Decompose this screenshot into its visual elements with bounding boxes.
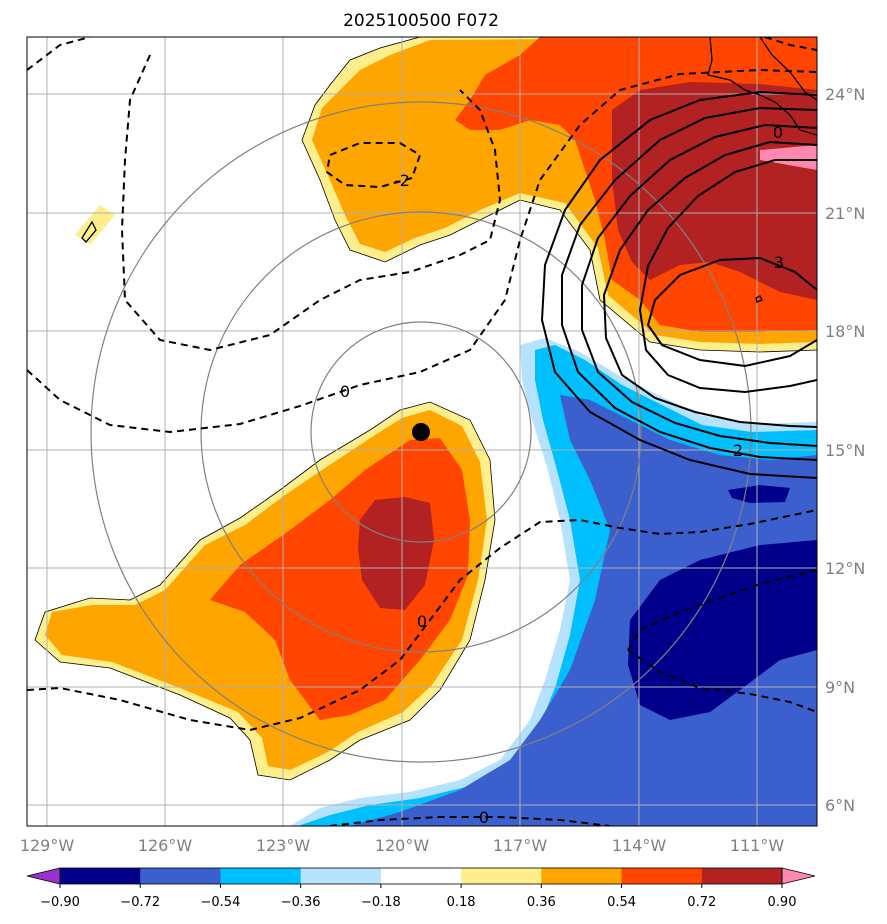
- y-tick-label: 9°N: [825, 678, 855, 697]
- y-tick-label: 15°N: [825, 441, 865, 460]
- plot-area: 0 -2 0 0 0 3 2: [27, 37, 817, 827]
- contour-neg2-ring: [120, 54, 502, 352]
- contour-zero-se: [627, 569, 817, 651]
- colorbar-tick-label: 0.72: [687, 895, 716, 910]
- colorbar-tick-label: 0.54: [607, 895, 636, 910]
- plot-frame: [26, 36, 818, 827]
- shade-north-isle: [75, 205, 115, 245]
- contour-pos-1: [540, 90, 817, 479]
- colorbar-tick-label: −0.90: [40, 895, 80, 910]
- colorbar-segment: [300, 868, 382, 884]
- contour-pos-2: [561, 106, 817, 461]
- y-tick-labels: 6°N 9°N 12°N 15°N 18°N 21°N 24°N: [825, 85, 865, 815]
- colorbar-tick-label: −0.54: [201, 895, 241, 910]
- colorbar-segment: [60, 868, 141, 884]
- grid: [27, 37, 817, 826]
- colorbar-segment: [140, 868, 221, 884]
- shade-outline-north: [301, 37, 817, 353]
- chart-title: 2025100500 F072: [343, 11, 499, 31]
- shade-sw-0.90: [358, 497, 434, 610]
- colorbar-extend-max: [781, 867, 816, 885]
- colorbar-tick-label: 0.36: [527, 895, 556, 910]
- colorbar-tick-label: 0.90: [768, 895, 797, 910]
- colorbar-frame: [59, 867, 783, 885]
- coastline-baja: [707, 37, 817, 136]
- colorbar-segment: [701, 868, 783, 884]
- range-ring-middle: [200, 211, 642, 653]
- colorbar-segment: [220, 868, 302, 884]
- coastline-islet: [755, 295, 763, 303]
- contour-label: 0: [479, 808, 489, 827]
- shade-se-0.54: [350, 395, 817, 826]
- colorbar-tick-label: −0.36: [281, 895, 321, 910]
- x-tick-label: 117°W: [493, 836, 548, 855]
- y-tick-label: 24°N: [825, 85, 865, 104]
- colorbar-segment: [541, 868, 623, 884]
- colorbar-tick-label: −0.72: [120, 895, 160, 910]
- x-tick-label: 123°W: [256, 836, 311, 855]
- shade-se-0.72: [628, 540, 817, 720]
- contour-pos-4: [602, 140, 817, 428]
- solid-contours: [540, 90, 817, 479]
- coastline: [81, 37, 817, 303]
- colorbar-segment: [380, 868, 462, 884]
- contour-zero-lower: [27, 509, 817, 732]
- contour-pos-3-inner: [646, 256, 817, 368]
- contour-labels: 0 -2 0 0 0 3 2: [340, 123, 784, 827]
- x-tick-labels: 129°W 126°W 123°W 120°W 117°W 114°W 111°…: [20, 836, 785, 855]
- contour-zero-upper: [27, 68, 817, 434]
- coastline-mainland: [759, 37, 817, 101]
- x-tick-label: 114°W: [612, 836, 667, 855]
- contour-corner: [764, 37, 817, 51]
- y-tick-label: 18°N: [825, 322, 865, 341]
- colorbar-tick-label: 0.18: [447, 895, 476, 910]
- colorbar-extend-min: [26, 867, 61, 885]
- contour-pos-5: [638, 159, 817, 394]
- dashed-contours: [27, 37, 817, 826]
- x-tick-label: 111°W: [730, 836, 785, 855]
- shade-se-0.72-b: [728, 485, 790, 503]
- y-tick-label: 21°N: [825, 204, 865, 223]
- coastline-island: [81, 220, 97, 243]
- shade-north-0.90: [612, 82, 817, 300]
- shade-north-pink: [760, 145, 817, 170]
- contour-label: 0: [773, 123, 783, 142]
- shade-outline: [34, 401, 496, 781]
- x-tick-label: 126°W: [138, 836, 193, 855]
- range-ring-outer: [90, 101, 752, 763]
- contour-label: 3: [774, 253, 784, 272]
- y-tick-label: 12°N: [825, 559, 865, 578]
- storm-center-marker: [412, 423, 430, 441]
- contour-label: 2: [733, 441, 743, 460]
- contour-label: 0: [340, 382, 350, 401]
- range-rings: [90, 101, 752, 763]
- range-ring-inner: [310, 321, 532, 543]
- colorbar-tick-label: −0.18: [361, 895, 401, 910]
- contour-label: 0: [417, 612, 427, 631]
- contour-neg2-outer: [27, 37, 91, 71]
- x-tick-label: 120°W: [375, 836, 430, 855]
- colorbar-segment: [621, 868, 703, 884]
- contour-label: -2: [394, 171, 410, 190]
- x-tick-label: 129°W: [20, 836, 75, 855]
- colorbar-segment: [461, 868, 542, 884]
- y-tick-label: 6°N: [825, 796, 855, 815]
- contour-zero-bottom: [329, 816, 611, 826]
- contour-pos-3: [581, 123, 817, 447]
- colorbar: −0.90 −0.72 −0.54 −0.36 −0.18 0.18 0.36 0.54 0.7…: [26, 867, 816, 910]
